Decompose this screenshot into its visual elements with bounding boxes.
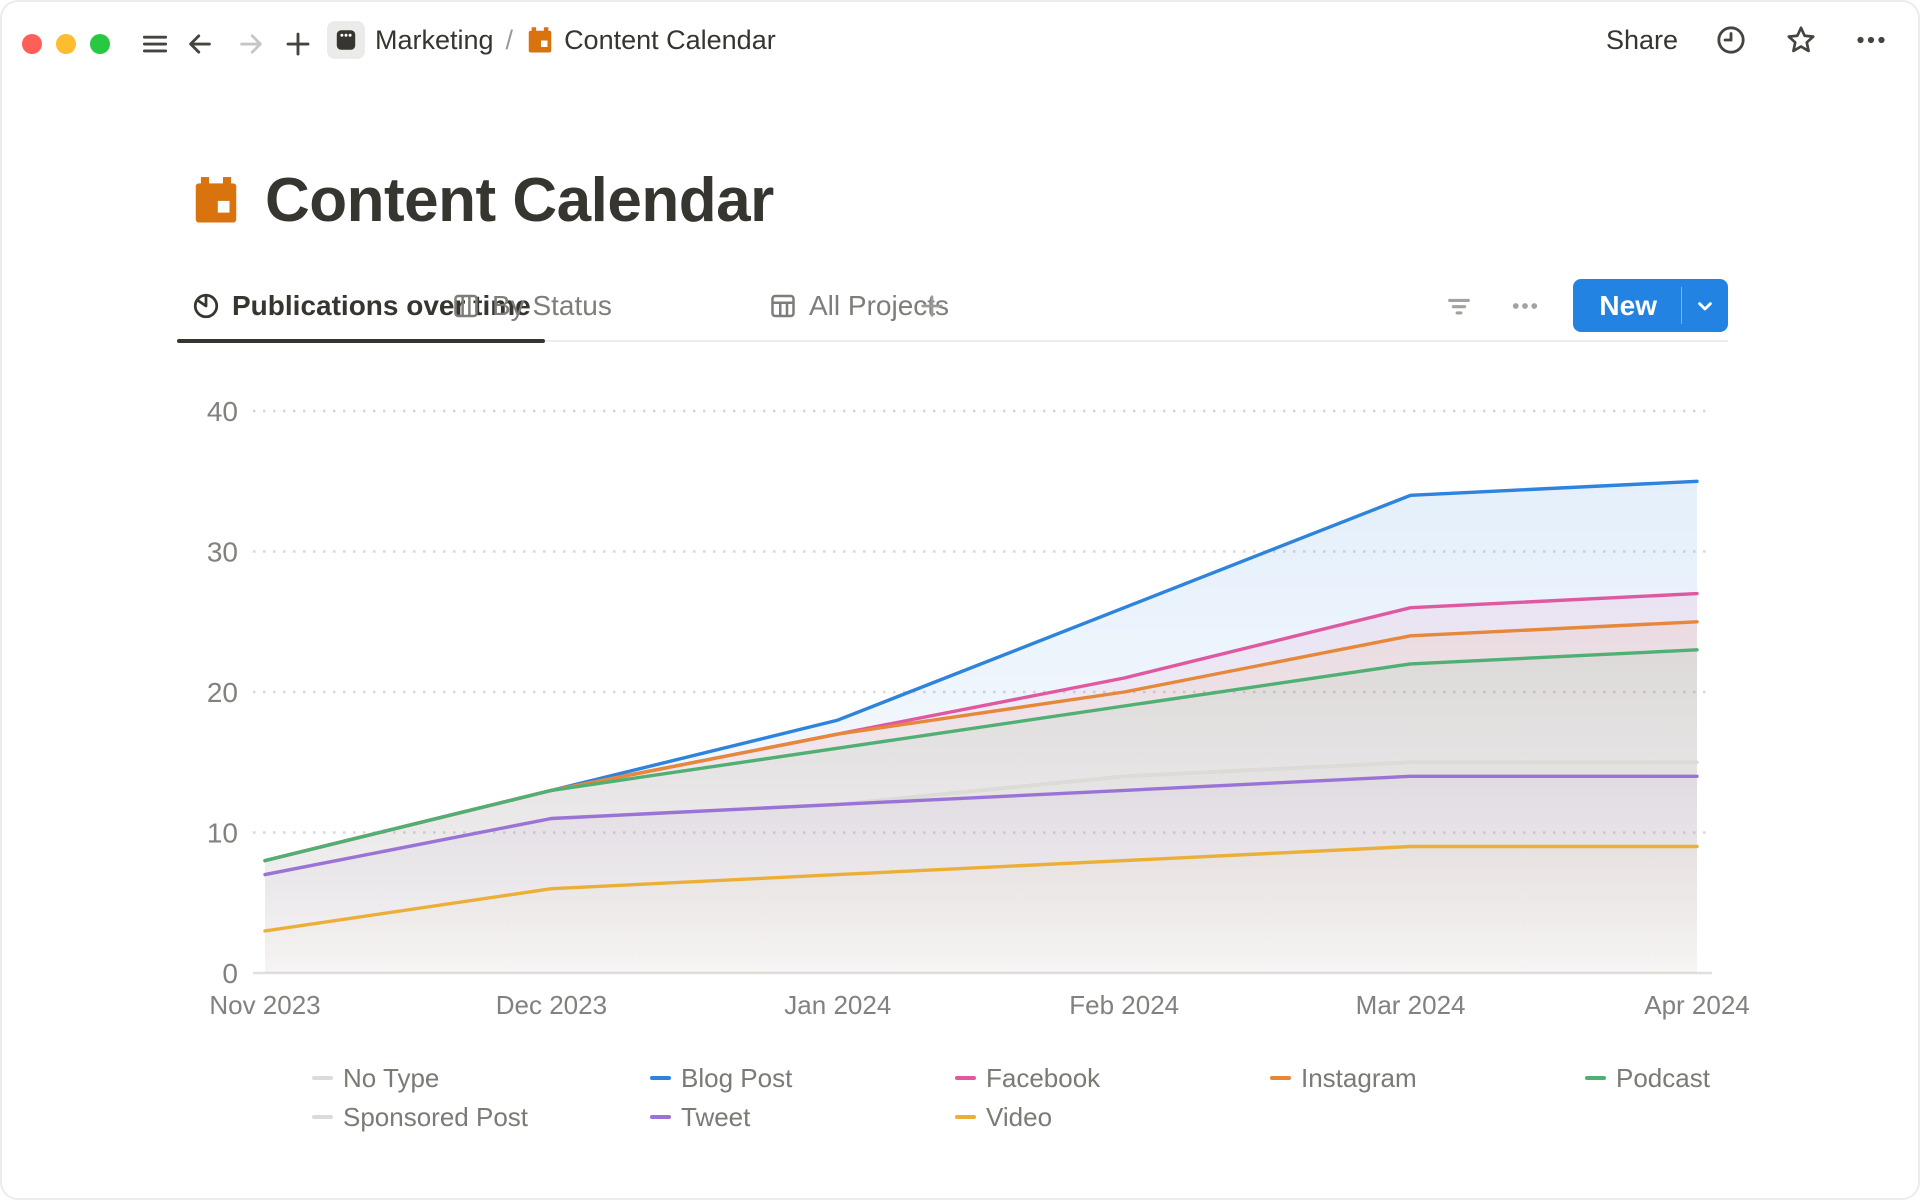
series-area-blog-post <box>265 481 1697 973</box>
series-area-tweet <box>265 776 1697 973</box>
series-line-podcast <box>263 648 1699 863</box>
breadcrumb-item-content-calendar[interactable]: Content Calendar <box>564 24 776 55</box>
hamburger-icon[interactable] <box>140 29 170 59</box>
legend-label: Instagram <box>1301 1062 1417 1093</box>
filter-icon[interactable] <box>1441 288 1477 324</box>
series-line-blog-post <box>263 479 1699 863</box>
x-axis-label: Nov 2023 <box>209 990 320 1020</box>
y-axis-tick: 0 <box>222 958 238 989</box>
back-arrow-icon[interactable] <box>185 29 215 59</box>
new-button-divider <box>1681 287 1682 324</box>
close-window-button[interactable] <box>22 34 42 54</box>
legend-item-instagram: Instagram <box>1270 1063 1417 1093</box>
y-axis-tick: 20 <box>207 677 238 708</box>
add-view-button[interactable] <box>917 269 947 342</box>
legend-label: Video <box>986 1101 1053 1132</box>
x-axis-label: Dec 2023 <box>496 990 607 1020</box>
page-title: Content Calendar <box>265 165 774 235</box>
series-line-tweet <box>263 774 1699 877</box>
legend-item-video: Video <box>955 1102 1052 1132</box>
view-options-ellipsis-icon[interactable] <box>1507 288 1543 324</box>
legend-swatch <box>650 1076 671 1080</box>
tab-publications-over-time[interactable]: Publications over time <box>177 269 545 343</box>
series-area-sponsored-post <box>265 762 1697 973</box>
series-area-podcast <box>265 649 1697 973</box>
calendar-icon[interactable] <box>189 173 243 227</box>
series-area-no-type <box>265 762 1697 973</box>
x-axis-label: Jan 2024 <box>784 990 891 1020</box>
legend-label: Tweet <box>681 1101 751 1132</box>
breadcrumb-separator: / <box>505 24 514 55</box>
legend-swatch <box>650 1115 671 1119</box>
page-header: Content Calendar <box>189 160 774 240</box>
forward-arrow-icon[interactable] <box>236 29 266 59</box>
legend-label: Podcast <box>1616 1062 1710 1093</box>
more-options-ellipsis-icon[interactable] <box>1854 23 1888 57</box>
minimize-window-button[interactable] <box>56 34 76 54</box>
x-axis-label: Mar 2024 <box>1356 990 1466 1020</box>
legend-label: Blog Post <box>681 1062 793 1093</box>
star-icon[interactable] <box>1784 23 1818 57</box>
x-axis-label: Apr 2024 <box>1644 990 1750 1020</box>
pie-chart-icon <box>191 291 221 321</box>
table-icon <box>768 291 798 321</box>
legend-label: Facebook <box>986 1062 1101 1093</box>
series-line-no-type <box>263 760 1699 877</box>
share-button[interactable]: Share <box>1605 24 1678 55</box>
legend-swatch <box>312 1076 333 1080</box>
legend-item-no-type: No Type <box>312 1063 439 1093</box>
y-axis-tick: 30 <box>207 537 238 568</box>
legend-item-facebook: Facebook <box>955 1063 1100 1093</box>
traffic-lights <box>22 34 110 54</box>
legend-label: No Type <box>343 1062 440 1093</box>
series-area-instagram <box>265 621 1697 973</box>
board-icon <box>451 291 481 321</box>
board-page-icon[interactable] <box>327 21 365 59</box>
legend-item-podcast: Podcast <box>1585 1063 1710 1093</box>
legend-label: Sponsored Post <box>343 1101 529 1132</box>
x-axis-label: Feb 2024 <box>1069 990 1179 1020</box>
breadcrumb-item-marketing[interactable]: Marketing <box>375 24 494 55</box>
legend-swatch <box>1585 1076 1606 1080</box>
series-line-facebook <box>263 591 1699 863</box>
topbar: Marketing / Content Calendar Share <box>0 0 1920 80</box>
legend-item-tweet: Tweet <box>650 1102 750 1132</box>
tab-by-status[interactable]: By Status <box>437 269 626 342</box>
tab-label: Publications over time <box>232 289 531 321</box>
breadcrumb: Marketing / Content Calendar <box>327 0 776 80</box>
legend-item-sponsored-post: Sponsored Post <box>312 1102 528 1132</box>
y-axis-tick: 40 <box>207 396 238 427</box>
new-page-plus-icon[interactable] <box>283 29 313 59</box>
new-button-label[interactable]: New <box>1599 289 1657 321</box>
series-line-sponsored-post <box>263 760 1699 877</box>
legend-swatch <box>955 1115 976 1119</box>
history-clock-icon[interactable] <box>1714 23 1748 57</box>
series-area-facebook <box>265 593 1697 973</box>
series-line-video <box>263 844 1699 933</box>
new-button[interactable]: New <box>1573 279 1728 332</box>
series-area-video <box>265 846 1697 973</box>
tab-label: By Status <box>492 289 612 321</box>
series-line-instagram <box>263 620 1699 863</box>
zoom-window-button[interactable] <box>90 34 110 54</box>
chevron-down-icon[interactable] <box>1682 279 1728 332</box>
legend-swatch <box>955 1076 976 1080</box>
legend-swatch <box>1270 1076 1291 1080</box>
y-axis-tick: 10 <box>207 818 238 849</box>
legend-swatch <box>312 1115 333 1119</box>
tabs-divider <box>177 340 1728 342</box>
legend-item-blog-post: Blog Post <box>650 1063 792 1093</box>
calendar-icon <box>528 27 552 53</box>
view-tabs-strip: Publications over time By Status All Proje… <box>0 269 1920 343</box>
